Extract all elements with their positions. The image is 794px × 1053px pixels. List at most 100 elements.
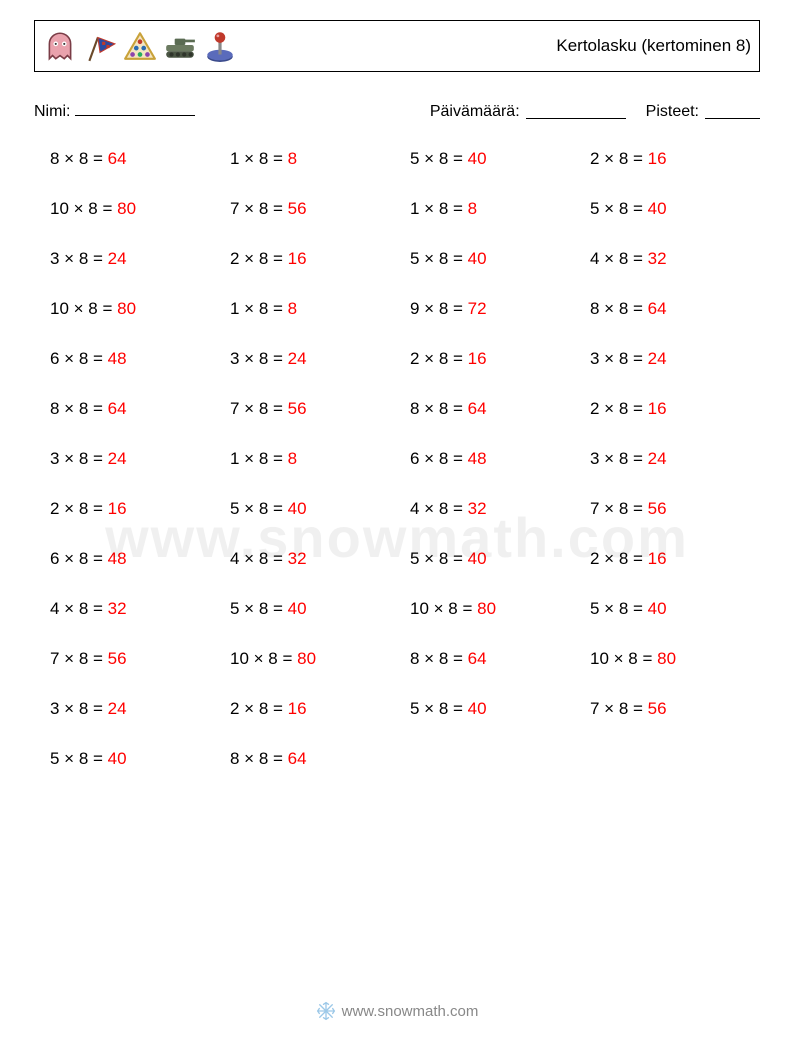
problem-cell: 1 × 8 = 8 xyxy=(230,299,400,319)
problem-cell: 5 × 8 = 40 xyxy=(230,499,400,519)
problem-expression: 9 × 8 = xyxy=(410,299,468,318)
problem-expression: 3 × 8 = xyxy=(50,449,108,468)
problem-expression: 6 × 8 = xyxy=(50,549,108,568)
problem-expression: 5 × 8 = xyxy=(410,249,468,268)
problem-answer: 56 xyxy=(648,699,667,718)
problem-cell: 10 × 8 = 80 xyxy=(590,649,760,669)
problem-cell: 4 × 8 = 32 xyxy=(50,599,220,619)
problem-expression: 8 × 8 = xyxy=(410,399,468,418)
problem-cell: 10 × 8 = 80 xyxy=(230,649,400,669)
problem-cell: 8 × 8 = 64 xyxy=(230,749,400,769)
problem-cell: 5 × 8 = 40 xyxy=(410,699,580,719)
problem-expression: 10 × 8 = xyxy=(410,599,477,618)
problem-expression: 5 × 8 = xyxy=(410,549,468,568)
problem-expression: 4 × 8 = xyxy=(410,499,468,518)
problem-cell: 9 × 8 = 72 xyxy=(410,299,580,319)
problem-cell: 3 × 8 = 24 xyxy=(50,699,220,719)
date-label: Päivämäärä: xyxy=(430,103,520,121)
problem-expression: 10 × 8 = xyxy=(50,299,117,318)
problem-answer: 48 xyxy=(468,449,487,468)
problem-expression: 2 × 8 = xyxy=(590,549,648,568)
problem-expression: 3 × 8 = xyxy=(590,449,648,468)
problem-expression: 7 × 8 = xyxy=(590,499,648,518)
problem-answer: 24 xyxy=(288,349,307,368)
problem-answer: 16 xyxy=(288,699,307,718)
problem-answer: 8 xyxy=(288,449,297,468)
problem-cell: 5 × 8 = 40 xyxy=(590,199,760,219)
problem-expression: 1 × 8 = xyxy=(230,449,288,468)
problem-expression: 5 × 8 = xyxy=(230,599,288,618)
problem-answer: 40 xyxy=(468,699,487,718)
problem-expression: 8 × 8 = xyxy=(590,299,648,318)
problem-answer: 64 xyxy=(288,749,307,768)
problem-cell: 4 × 8 = 32 xyxy=(590,249,760,269)
problem-cell: 4 × 8 = 32 xyxy=(230,549,400,569)
problem-answer: 40 xyxy=(468,249,487,268)
worksheet-page: Kertolasku (kertominen 8) Nimi: Päivämää… xyxy=(0,0,794,1053)
problem-answer: 32 xyxy=(288,549,307,568)
problem-answer: 56 xyxy=(108,649,127,668)
joystick-icon xyxy=(203,29,237,63)
name-blank[interactable] xyxy=(75,100,195,116)
problem-answer: 56 xyxy=(288,399,307,418)
problem-answer: 16 xyxy=(648,399,667,418)
problem-cell: 6 × 8 = 48 xyxy=(50,349,220,369)
problem-answer: 24 xyxy=(108,699,127,718)
problem-cell: 6 × 8 = 48 xyxy=(50,549,220,569)
problem-cell: 8 × 8 = 64 xyxy=(590,299,760,319)
problem-answer: 40 xyxy=(648,599,667,618)
problem-expression: 6 × 8 = xyxy=(410,449,468,468)
problem-expression: 2 × 8 = xyxy=(590,149,648,168)
problem-answer: 64 xyxy=(648,299,667,318)
decorative-icon-row xyxy=(43,29,237,63)
problem-cell: 5 × 8 = 40 xyxy=(410,149,580,169)
problem-answer: 24 xyxy=(648,349,667,368)
problem-answer: 72 xyxy=(468,299,487,318)
score-label: Pisteet: xyxy=(646,103,699,121)
problem-answer: 16 xyxy=(648,549,667,568)
info-row: Nimi: Päivämäärä: Pisteet: xyxy=(34,100,760,121)
problem-cell: 3 × 8 = 24 xyxy=(590,449,760,469)
problem-expression: 10 × 8 = xyxy=(50,199,117,218)
problem-answer: 24 xyxy=(108,249,127,268)
problem-cell: 1 × 8 = 8 xyxy=(230,449,400,469)
problem-cell: 8 × 8 = 64 xyxy=(410,399,580,419)
problem-answer: 16 xyxy=(468,349,487,368)
problem-answer: 64 xyxy=(468,649,487,668)
ghost-icon xyxy=(43,29,77,63)
problem-expression: 4 × 8 = xyxy=(230,549,288,568)
problem-expression: 4 × 8 = xyxy=(50,599,108,618)
problem-cell: 2 × 8 = 16 xyxy=(50,499,220,519)
problem-answer: 16 xyxy=(288,249,307,268)
problem-expression: 1 × 8 = xyxy=(230,299,288,318)
problem-answer: 24 xyxy=(648,449,667,468)
score-blank[interactable] xyxy=(705,103,760,119)
problems-grid: 8 × 8 = 64 1 × 8 = 8 5 × 8 = 40 2 × 8 = 16 1… xyxy=(34,149,760,769)
problem-answer: 56 xyxy=(288,199,307,218)
problem-expression: 2 × 8 = xyxy=(410,349,468,368)
problem-expression: 2 × 8 = xyxy=(590,399,648,418)
problem-cell: 10 × 8 = 80 xyxy=(50,199,220,219)
problem-expression: 7 × 8 = xyxy=(50,649,108,668)
problem-answer: 80 xyxy=(117,299,136,318)
date-blank[interactable] xyxy=(526,103,626,119)
problem-expression: 1 × 8 = xyxy=(410,199,468,218)
name-label: Nimi: xyxy=(34,103,70,120)
problem-expression: 3 × 8 = xyxy=(50,699,108,718)
problem-answer: 64 xyxy=(108,149,127,168)
header-box: Kertolasku (kertominen 8) xyxy=(34,20,760,72)
problem-cell: 7 × 8 = 56 xyxy=(590,699,760,719)
problem-cell: 5 × 8 = 40 xyxy=(50,749,220,769)
problem-cell: 7 × 8 = 56 xyxy=(50,649,220,669)
problem-cell: 3 × 8 = 24 xyxy=(230,349,400,369)
problem-cell: 7 × 8 = 56 xyxy=(230,199,400,219)
problem-cell: 5 × 8 = 40 xyxy=(410,249,580,269)
problem-cell: 1 × 8 = 8 xyxy=(230,149,400,169)
problem-expression: 8 × 8 = xyxy=(230,749,288,768)
problem-cell: 3 × 8 = 24 xyxy=(50,449,220,469)
worksheet-title: Kertolasku (kertominen 8) xyxy=(556,36,751,56)
problem-answer: 8 xyxy=(288,299,297,318)
problem-expression: 5 × 8 = xyxy=(590,599,648,618)
problem-expression: 2 × 8 = xyxy=(230,699,288,718)
problem-answer: 40 xyxy=(468,149,487,168)
